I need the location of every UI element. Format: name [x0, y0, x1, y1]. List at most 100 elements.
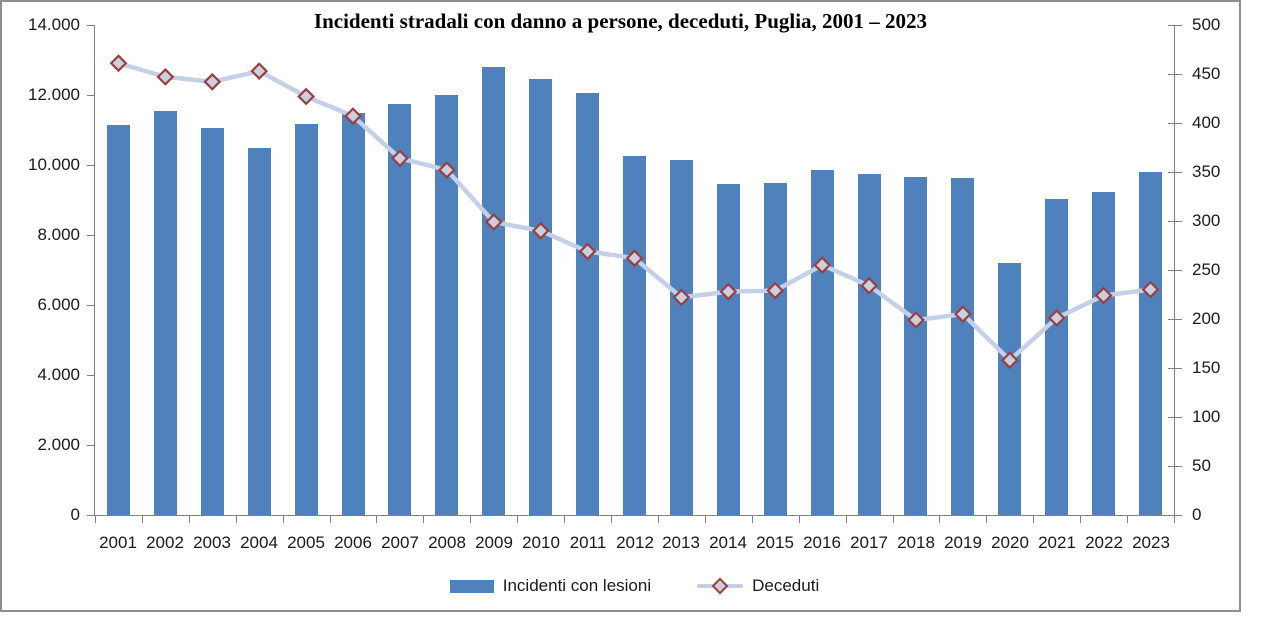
y-axis-right-tick [1168, 172, 1182, 173]
deceduti-marker-2008 [437, 161, 456, 179]
x-axis-tick [236, 515, 237, 523]
bar-2016 [811, 170, 834, 515]
x-axis-tick [517, 515, 518, 523]
deceduti-marker-2015 [766, 281, 785, 300]
legend-line-label: Deceduti [752, 576, 820, 595]
x-axis-tick [189, 515, 190, 523]
y-axis-left-label: 0 [70, 505, 80, 524]
y-axis-left-tick [87, 375, 95, 376]
deceduti-marker-2007 [390, 149, 409, 168]
x-axis-label: 2021 [1038, 533, 1076, 552]
x-axis-tick [799, 515, 800, 523]
deceduti-line [116, 60, 1153, 363]
y-axis-left-label: 10.000 [28, 155, 80, 174]
y-axis-left-tick [87, 305, 95, 306]
bar-2005 [295, 124, 318, 515]
y-axis-right-label: 250 [1192, 260, 1221, 279]
x-axis-label: 2002 [146, 533, 184, 552]
x-axis-label: 2001 [99, 533, 137, 552]
x-axis-label: 2020 [991, 533, 1029, 552]
x-axis-tick [1174, 515, 1175, 523]
bar-2017 [858, 174, 881, 515]
y-axis-right-tick [1168, 515, 1182, 516]
bar-2001 [107, 125, 130, 515]
y-axis-right-label: 0 [1192, 505, 1202, 524]
x-axis-tick [939, 515, 940, 523]
x-axis-tick [564, 515, 565, 523]
y-axis-right-label: 400 [1192, 113, 1221, 132]
x-axis-tick [283, 515, 284, 523]
x-axis-tick [846, 515, 847, 523]
deceduti-marker-2019 [953, 305, 972, 324]
legend-bar-label: Incidenti con lesioni [502, 576, 652, 595]
x-axis-label: 2010 [522, 533, 560, 552]
y-axis-right-label: 150 [1192, 358, 1221, 377]
deceduti-marker-2020 [1000, 351, 1019, 370]
x-axis-label: 2023 [1132, 533, 1170, 552]
y-axis-right-label: 100 [1192, 407, 1221, 426]
bar-2019 [951, 178, 974, 515]
y-axis-right-label: 50 [1192, 456, 1211, 475]
x-axis-label: 2005 [287, 533, 325, 552]
x-axis-tick [705, 515, 706, 523]
x-axis-label: 2009 [475, 533, 513, 552]
y-axis-left-label: 12.000 [28, 85, 80, 104]
deceduti-marker-2014 [719, 282, 738, 301]
x-axis-tick [752, 515, 753, 523]
deceduti-marker-2003 [203, 72, 222, 91]
x-axis-label: 2007 [381, 533, 419, 552]
deceduti-marker-2006 [344, 107, 362, 126]
deceduti-marker-2011 [578, 242, 597, 261]
bar-2023 [1139, 172, 1162, 515]
x-axis-label: 2014 [709, 533, 747, 552]
bar-2018 [904, 177, 927, 515]
y-axis-right-tick [1168, 25, 1182, 26]
x-axis-label: 2016 [803, 533, 841, 552]
y-axis-left-tick [87, 25, 95, 26]
y-axis-left-tick [87, 445, 95, 446]
legend-bar-swatch-icon [449, 579, 494, 593]
x-axis-label: 2018 [897, 533, 935, 552]
y-axis-right-label: 200 [1192, 309, 1221, 328]
x-axis-tick [611, 515, 612, 523]
x-axis-tick [893, 515, 894, 523]
bar-2002 [154, 111, 177, 515]
deceduti-marker-2009 [484, 213, 503, 231]
x-axis-label: 2004 [240, 533, 278, 552]
x-axis-tick [95, 515, 96, 523]
y-axis-right-tick [1168, 368, 1182, 369]
y-axis-right-tick [1168, 74, 1182, 75]
y-axis-right-label: 350 [1192, 162, 1221, 181]
chart-frame: Incidenti stradali con danno a persone, … [0, 0, 1241, 612]
y-axis-right-tick [1168, 466, 1182, 467]
bar-2008 [435, 95, 458, 515]
x-axis-tick [1080, 515, 1081, 523]
bar-2020 [998, 263, 1021, 515]
y-axis-left-label: 8.000 [37, 225, 80, 244]
y-axis-left-label: 2.000 [37, 435, 80, 454]
bar-2004 [248, 148, 271, 515]
bar-2009 [482, 67, 505, 515]
y-axis-right-tick [1168, 417, 1182, 418]
deceduti-marker-2005 [297, 87, 316, 106]
x-axis-tick [142, 515, 143, 523]
y-axis-left-tick [87, 165, 95, 166]
deceduti-marker-2012 [625, 249, 644, 268]
x-axis-tick [1127, 515, 1128, 523]
x-axis-label: 2013 [662, 533, 700, 552]
x-axis-tick [470, 515, 471, 523]
deceduti-marker-2013 [672, 288, 691, 307]
y-axis-right-tick [1168, 270, 1182, 271]
x-axis-label: 2012 [616, 533, 654, 552]
x-axis-tick [376, 515, 377, 523]
x-axis-tick [330, 515, 331, 523]
x-axis-label: 2022 [1085, 533, 1123, 552]
x-axis-label: 2015 [756, 533, 794, 552]
x-axis-label: 2008 [428, 533, 466, 552]
y-axis-right-tick [1168, 221, 1182, 222]
deceduti-marker-2001 [109, 54, 128, 73]
deceduti-marker-2021 [1047, 309, 1066, 327]
bar-2007 [388, 104, 411, 515]
plot-area: 0 2.000 4.000 6.000 8.000 10.000 12.000 14.000 0… [2, 2, 1239, 610]
bar-2015 [764, 183, 787, 515]
